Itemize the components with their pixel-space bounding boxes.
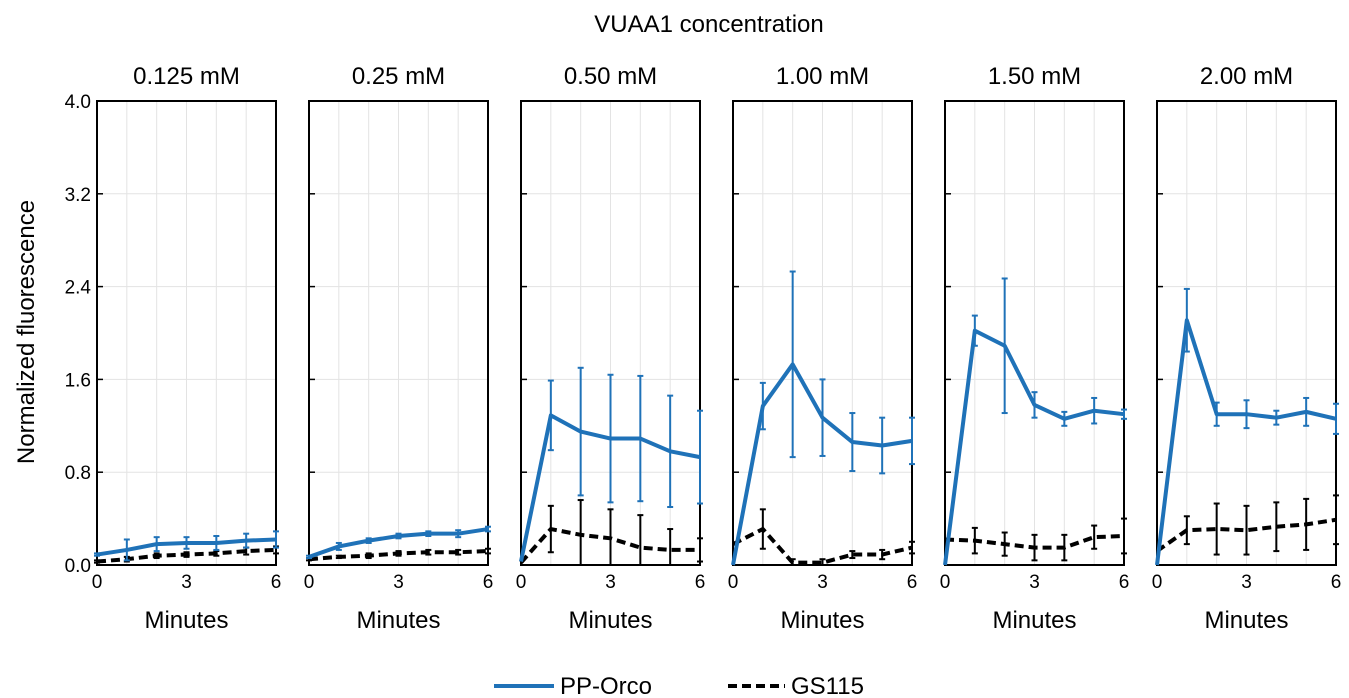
y-tick-label: 0.8 — [65, 463, 91, 484]
series-line-pp-orco — [519, 413, 701, 562]
panel-title: 0.50 mM — [564, 63, 657, 90]
panel-title: 2.00 mM — [1200, 63, 1293, 90]
x-tick-label: 3 — [1241, 572, 1252, 593]
y-tick-label: 0.0 — [65, 556, 91, 577]
panel-frame — [1156, 100, 1337, 566]
series-pp-orco — [943, 277, 1127, 566]
panel-5: 1.50 mM 0 3 6 Minutes — [940, 63, 1130, 634]
series-line-gs115 — [519, 527, 700, 565]
x-tick-label: 3 — [1029, 572, 1040, 593]
series-line-pp-orco — [943, 328, 1125, 566]
series-gs115 — [944, 517, 1127, 562]
panel-title: 0.25 mM — [352, 63, 445, 90]
panel-title: 0.125 mM — [133, 63, 240, 90]
x-axis-label: Minutes — [780, 607, 864, 634]
panel-frame — [308, 100, 489, 566]
x-tick-label: 6 — [271, 572, 282, 593]
series-pp-orco — [519, 366, 703, 562]
series-pp-orco — [306, 525, 491, 560]
series-line-gs115 — [944, 534, 1125, 550]
x-tick-label: 0 — [728, 572, 739, 593]
panel-frame — [944, 100, 1125, 566]
series-gs115 — [1155, 494, 1339, 556]
x-tick-label: 6 — [695, 572, 706, 593]
legend-label-pp-orco: PP-Orco — [560, 673, 652, 698]
y-tick-label: 4.0 — [65, 92, 91, 113]
x-axis-label: Minutes — [568, 607, 652, 634]
panel-6: 2.00 mM 0 3 6 Minutes — [1152, 63, 1342, 634]
y-tick-label: 2.4 — [65, 278, 92, 299]
x-tick-label: 3 — [817, 572, 828, 593]
x-tick-label: 6 — [1331, 572, 1342, 593]
panels: 0.125 mM 0 3 6 Minutes 0.0 0.8 1.6 2.4 3.2 4.0 0.25… — [65, 63, 1342, 634]
x-axis-label: Minutes — [1204, 607, 1288, 634]
x-tick-label: 3 — [605, 572, 616, 593]
x-tick-label: 3 — [393, 572, 404, 593]
x-tick-label: 0 — [516, 572, 527, 593]
panel-frame — [96, 100, 277, 566]
legend: PP-Orco GS115 — [494, 673, 864, 698]
x-tick-label: 6 — [907, 572, 918, 593]
series-gs115 — [519, 499, 703, 566]
y-tick-label: 3.2 — [65, 185, 91, 206]
x-tick-label: 6 — [1119, 572, 1130, 593]
x-axis-label: Minutes — [992, 607, 1076, 634]
legend-label-gs115: GS115 — [791, 673, 864, 698]
y-axis-label: Normalized fluorescence — [13, 200, 40, 464]
series-line-pp-orco — [1155, 318, 1337, 566]
panel-2: 0.25 mM 0 3 6 Minutes — [304, 63, 494, 634]
series-line-gs115 — [1155, 517, 1337, 553]
panel-title: 1.00 mM — [776, 63, 869, 90]
series-pp-orco — [731, 270, 915, 566]
series-gs115 — [732, 508, 915, 566]
x-axis-label: Minutes — [144, 607, 228, 634]
x-axis-label: Minutes — [356, 607, 440, 634]
y-tick-label: 1.6 — [65, 370, 91, 391]
x-tick-label: 0 — [940, 572, 951, 593]
x-tick-label: 0 — [1152, 572, 1163, 593]
series-gs115 — [306, 547, 491, 562]
series-pp-orco — [94, 530, 279, 562]
series-pp-orco — [1155, 287, 1339, 566]
series-line-pp-orco — [96, 537, 277, 557]
series-line-gs115 — [732, 527, 913, 565]
panel-1: 0.125 mM 0 3 6 Minutes 0.0 0.8 1.6 2.4 3.2 4.0 — [65, 63, 282, 634]
x-tick-label: 0 — [92, 572, 103, 593]
panel-title: 1.50 mM — [988, 63, 1081, 90]
panel-4: 1.00 mM 0 3 6 Minutes — [728, 63, 918, 634]
series-line-gs115 — [308, 549, 489, 562]
series-line-pp-orco — [731, 362, 913, 566]
x-tick-label: 6 — [483, 572, 494, 593]
x-tick-label: 3 — [181, 572, 192, 593]
panel-3: 0.50 mM 0 3 6 Minutes — [516, 63, 706, 634]
series-line-pp-orco — [308, 527, 489, 559]
figure-supertitle: VUAA1 concentration — [594, 11, 823, 38]
x-tick-label: 0 — [304, 572, 315, 593]
